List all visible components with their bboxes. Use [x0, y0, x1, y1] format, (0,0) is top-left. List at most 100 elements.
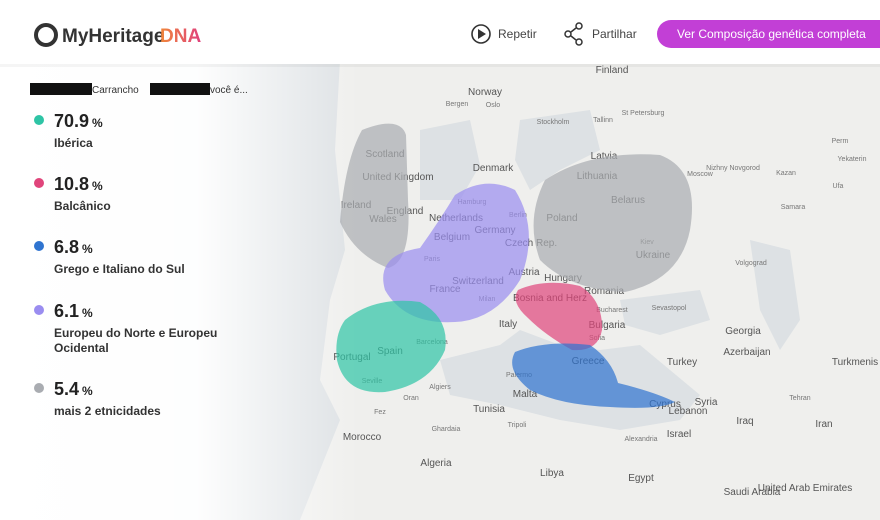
replay-button[interactable]: Repetir [471, 24, 537, 44]
city-label: Oslo [486, 102, 501, 109]
ethnicity-list: 70.9 % Ibérica 10.8 % Balcânico 6.8 % Grego e It… [34, 111, 221, 418]
city-label: Ghardaia [432, 426, 461, 433]
city-label: Perm [832, 138, 849, 145]
redaction [30, 83, 92, 95]
country-label: United Arab Emirates [758, 483, 853, 494]
ethnicity-dot [34, 383, 44, 393]
country-label: Azerbaijan [723, 347, 770, 358]
country-label: Lebanon [669, 406, 708, 417]
country-label: Norway [468, 87, 502, 98]
ethnicity-label-line: Europeu do Norte e Europeu [54, 326, 221, 340]
ethnicity-unit: % [82, 384, 93, 398]
city-label: Alexandria [624, 436, 657, 443]
share-icon [564, 22, 583, 46]
redaction [150, 83, 210, 95]
ethnicity-label: mais 2 etnicidades [54, 404, 161, 418]
country-label: Turkmenis [832, 357, 878, 368]
city-label: Nizhny Novgorod [706, 165, 760, 172]
ethnicity-percent: 10.8 [54, 174, 89, 194]
cta-label[interactable]: Ver Composição genética completa [677, 27, 866, 41]
city-label: Moscow [687, 171, 714, 178]
replay-label[interactable]: Repetir [498, 27, 537, 41]
intro-tail: você é... [210, 85, 248, 96]
country-label: Syria [695, 397, 718, 408]
ethnicity-percent: 6.1 [54, 301, 79, 321]
country-label: Latvia [591, 151, 618, 162]
region-blob [336, 300, 446, 393]
city-label: Bergen [446, 101, 469, 108]
logo-dna: DNA [160, 26, 201, 47]
country-label: Hungary [544, 273, 582, 284]
city-label: Stockholm [537, 119, 570, 126]
country-label: Romania [584, 286, 624, 297]
city-label: Tripoli [508, 422, 527, 429]
region-blob [515, 282, 603, 351]
city-label: Tallinn [593, 117, 613, 124]
ethnicity-unit: % [92, 116, 103, 130]
sea [420, 120, 480, 200]
country-label: Georgia [725, 326, 761, 337]
country-label: Czech Rep. [505, 238, 557, 249]
country-label: Algeria [420, 458, 452, 469]
ethnicity-dot [34, 115, 44, 125]
ethnicity-unit: % [92, 179, 103, 193]
ethnicity-label-line: Ocidental [54, 341, 109, 355]
ethnicity-percent: 70.9 [54, 111, 89, 131]
city-label: Ufa [833, 183, 844, 190]
logo-text: MyHeritage [62, 26, 164, 47]
ethnicity-dot [34, 178, 44, 188]
header: MyHeritage DNA Repetir Partilhar Ver Com… [0, 0, 880, 67]
country-label: Morocco [343, 432, 382, 443]
ethnicity-unit: % [82, 242, 93, 256]
country-label: Egypt [628, 473, 654, 484]
city-label: St Petersburg [622, 110, 665, 117]
logo-icon [34, 23, 58, 47]
ethnicity-percent: 5.4 [54, 379, 79, 399]
city-label: Algiers [429, 384, 451, 391]
header-shadow [0, 64, 880, 67]
city-label: Fez [374, 409, 386, 416]
replay-icon [471, 24, 491, 44]
city-label: Samara [781, 204, 806, 211]
city-label: Oran [403, 395, 419, 402]
city-label: Sevastopol [652, 305, 687, 312]
country-label: Austria [508, 267, 540, 278]
city-label: Yekaterin [838, 156, 867, 163]
country-label: Malta [513, 389, 538, 400]
sidebar: Carrancho você é... 70.9 % Ibérica 10.8 % Bal… [30, 83, 248, 418]
region-blob [340, 123, 409, 268]
ethnicity-label: Europeu do Norte e Europeu Ocidental [54, 326, 221, 355]
country-label: Saudi Arabia [724, 487, 781, 498]
ethnicity-label: Balcânico [54, 199, 111, 213]
region-blob [512, 343, 675, 408]
sea [620, 290, 710, 335]
ethnicity-label: Grego e Italiano do Sul [54, 262, 185, 276]
city-label: Bucharest [596, 307, 628, 314]
country-label: Finland [596, 65, 629, 76]
country-label: Iraq [736, 416, 753, 427]
sea [515, 110, 600, 190]
ethnicity-unit: % [82, 306, 93, 320]
cta-button[interactable]: Ver Composição genética completa [657, 20, 880, 48]
share-label[interactable]: Partilhar [592, 27, 637, 41]
ethnicity-percent: 6.8 [54, 237, 79, 257]
share-button[interactable]: Partilhar [564, 22, 637, 46]
country-label: Turkey [667, 357, 697, 368]
intro-name: Carrancho [92, 85, 139, 96]
sea [750, 240, 800, 350]
country-label: Denmark [473, 163, 515, 174]
replay-icon [478, 29, 486, 39]
cta-bg[interactable] [657, 20, 880, 48]
city-label: Volgograd [735, 260, 767, 267]
ethnicity-label: Ibérica [54, 136, 93, 150]
fade [0, 0, 360, 520]
region-blob [533, 154, 692, 292]
country-label: Italy [499, 319, 517, 330]
city-label: Kazan [776, 170, 796, 177]
ethnicity-dot [34, 241, 44, 251]
country-label: Israel [667, 429, 691, 440]
city-label: Tehran [789, 395, 811, 402]
